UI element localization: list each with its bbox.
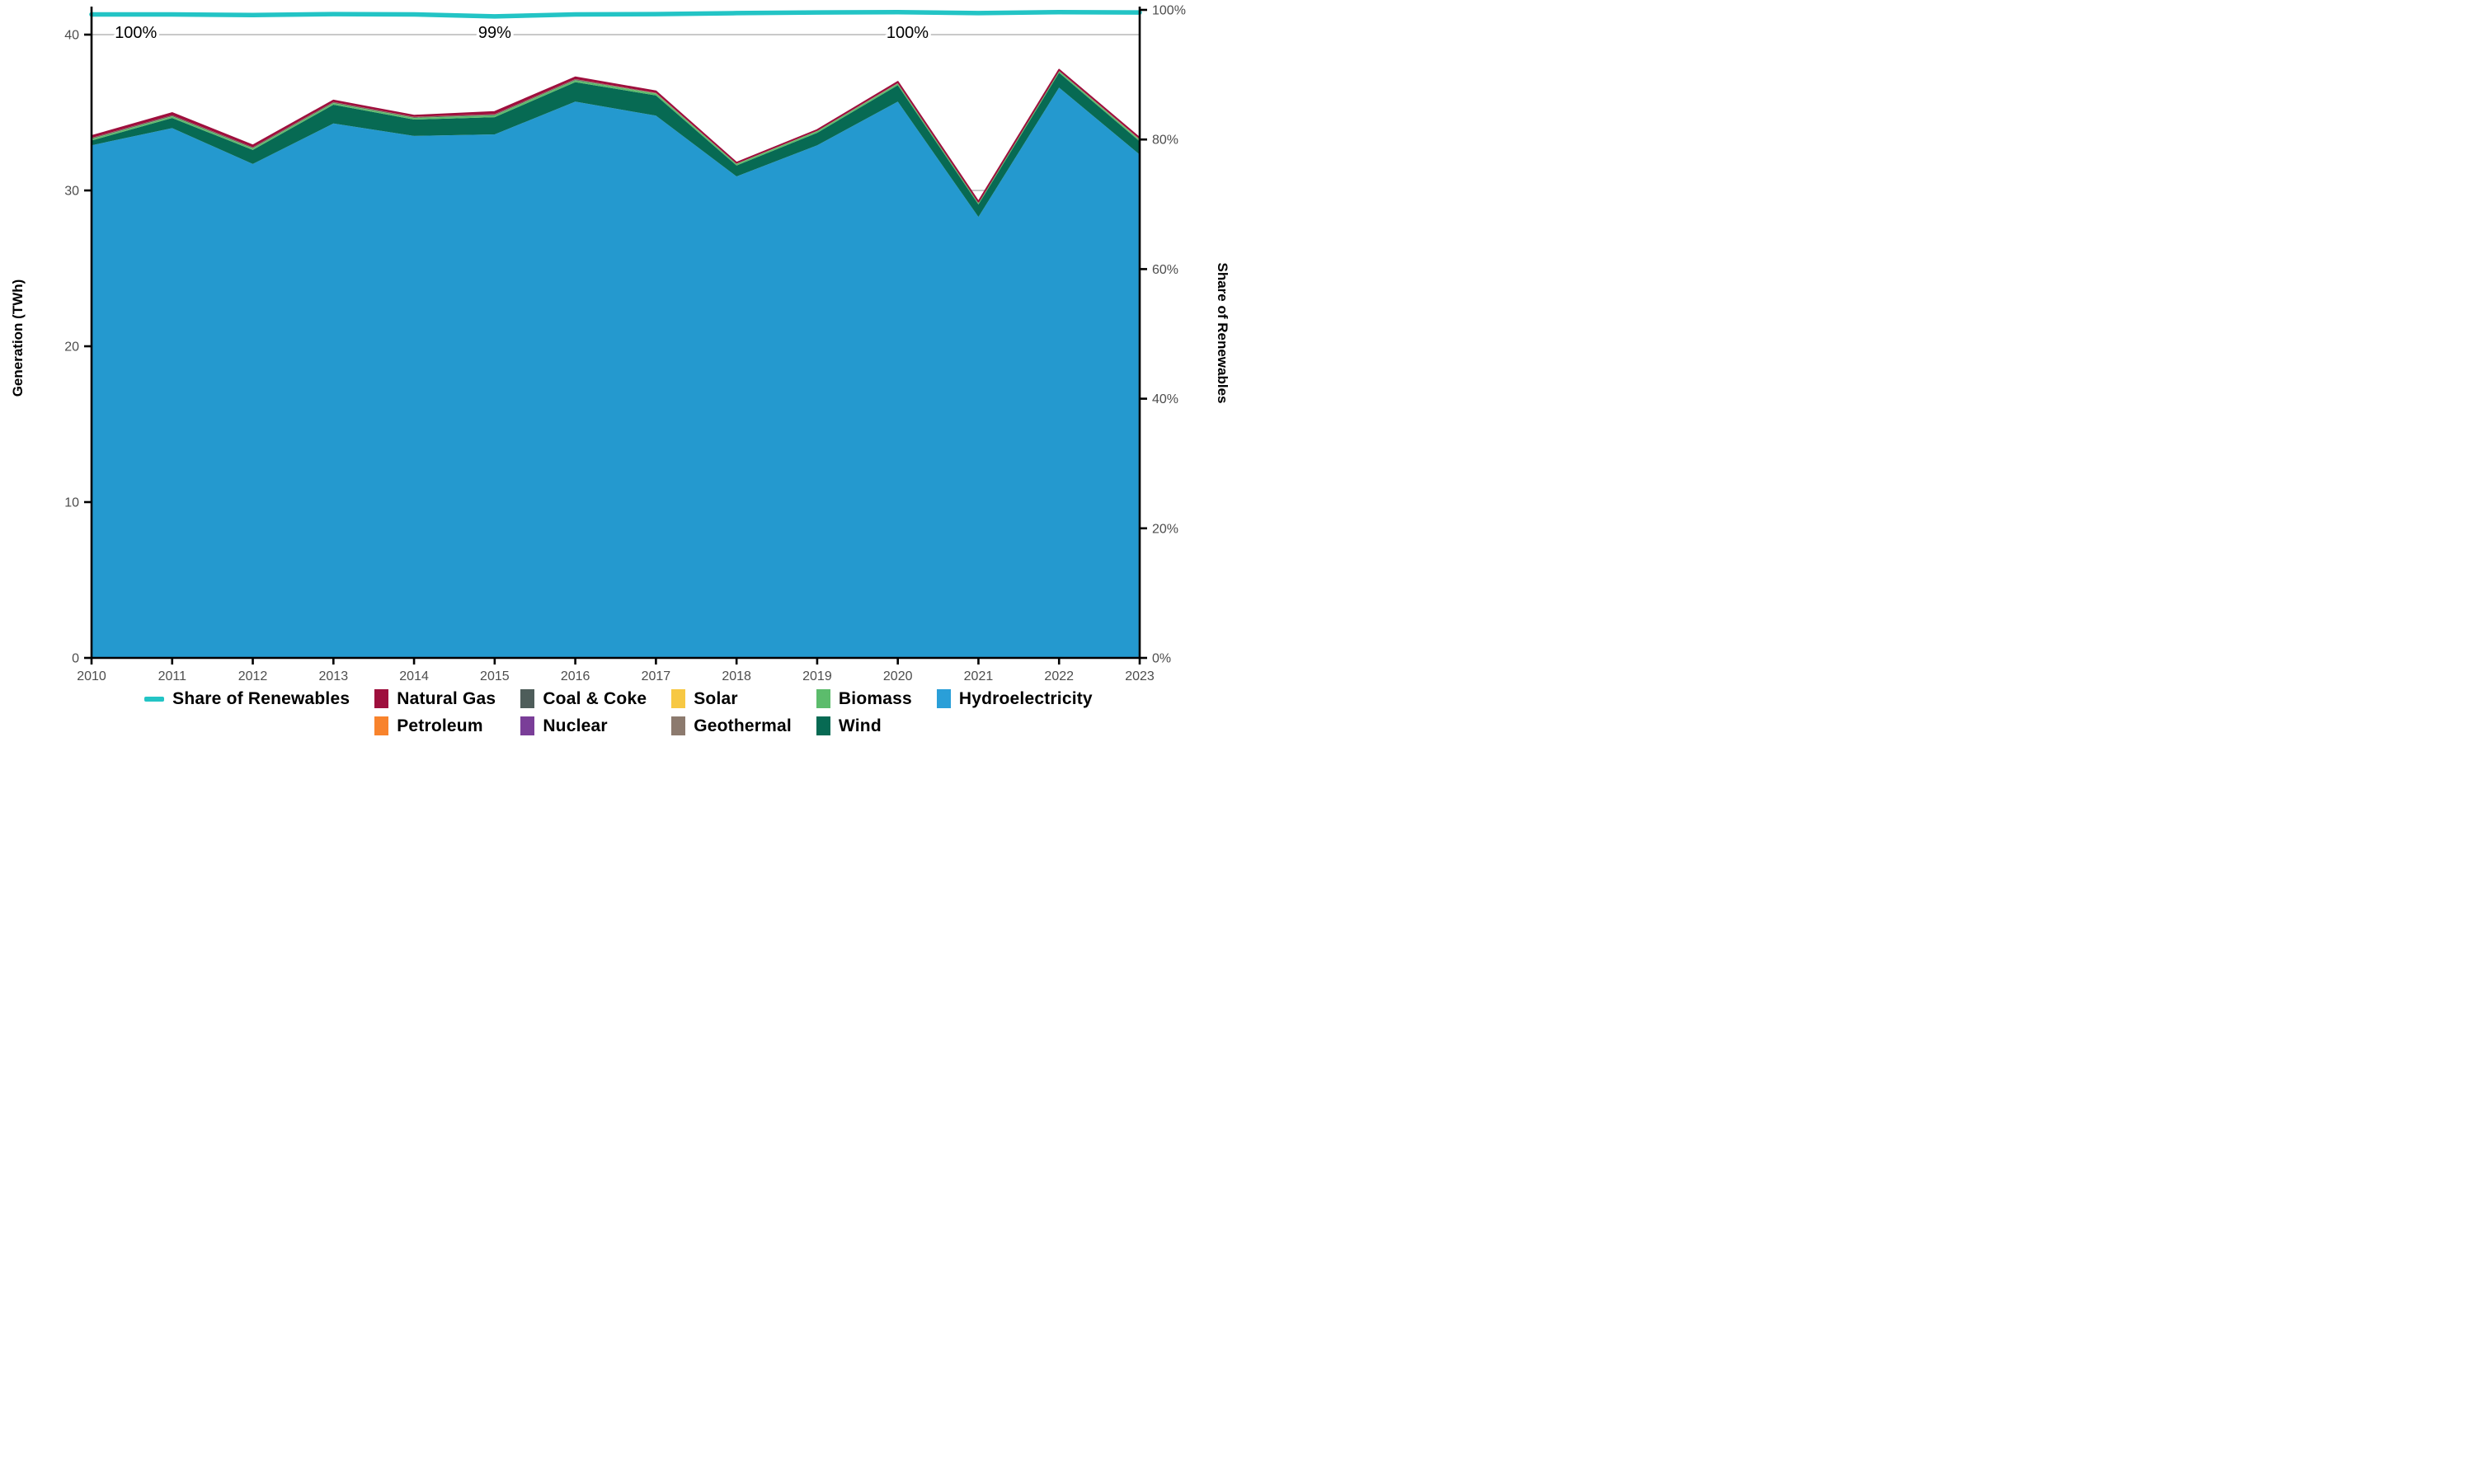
- stack-top-edge: [91, 68, 1141, 203]
- legend-swatch-share-of-renewables-icon: [144, 696, 165, 702]
- x-tick-label-2013: 2013: [319, 669, 349, 683]
- y-left-tick-label-30: 30: [64, 185, 79, 199]
- legend-column-1: Natural Gas Petroleum: [374, 688, 496, 737]
- annotation-1-99: 99%: [478, 24, 511, 42]
- legend-label-geothermal: Geothermal: [694, 716, 792, 735]
- x-tick-label-2019: 2019: [802, 669, 832, 683]
- chart-legend: Share of Renewables Natural Gas Petroleum C…: [0, 688, 1237, 737]
- legend-label-solar: Solar: [694, 688, 738, 708]
- legend-item-solar: Solar: [671, 688, 792, 710]
- legend-label-natural-gas: Natural Gas: [397, 688, 496, 708]
- legend-swatch-solar-icon: [671, 689, 686, 708]
- legend-label-share-of-renewables: Share of Renewables: [172, 688, 350, 708]
- y-axis-right-title: Share of Renewables: [1215, 262, 1230, 403]
- x-tick-label-2012: 2012: [238, 669, 268, 683]
- generation-area-chart-svg: 0 10 20 30 40 0% 20% 40% 60% 80% 100% 2010 2011 2012 2…: [10, 4, 1230, 684]
- legend-label-biomass: Biomass: [838, 688, 912, 708]
- x-tick-label-2022: 2022: [1044, 669, 1074, 683]
- legend-item-coal-coke: Coal & Coke: [520, 688, 647, 710]
- legend-column-3: Solar Geothermal: [671, 688, 792, 737]
- y-left-tick-label-20: 20: [64, 340, 79, 355]
- legend-item-share-of-renewables: Share of Renewables: [144, 688, 350, 710]
- legend-swatch-coal-coke-icon: [520, 689, 535, 708]
- area-wind: [92, 73, 1140, 218]
- x-tick-label-2015: 2015: [480, 669, 510, 683]
- x-tick-label-2018: 2018: [722, 669, 751, 683]
- legend-label-nuclear: Nuclear: [543, 716, 608, 735]
- legend-item-petroleum: Petroleum: [374, 715, 496, 737]
- y-right-tick-label-0: 0%: [1152, 652, 1171, 666]
- y-axis-left-title: Generation (TWh): [10, 279, 26, 397]
- legend-column-2: Coal & Coke Nuclear: [520, 688, 647, 737]
- legend-item-nuclear: Nuclear: [520, 715, 647, 737]
- legend-item-natural-gas: Natural Gas: [374, 688, 496, 710]
- share-of-renewables-line: [89, 10, 1142, 19]
- legend-label-hydroelectricity: Hydroelectricity: [958, 688, 1093, 708]
- x-tick-label-2010: 2010: [77, 669, 106, 683]
- area-hydroelectricity: [92, 87, 1140, 658]
- x-tick-label-2017: 2017: [642, 669, 671, 683]
- annotation-2-100: 100%: [887, 24, 929, 42]
- legend-item-wind: Wind: [816, 715, 912, 737]
- legend-item-hydroelectricity: Hydroelectricity: [936, 688, 1093, 710]
- legend-swatch-wind-icon: [816, 716, 830, 735]
- y-right-tick-label-20: 20%: [1152, 522, 1178, 536]
- y-right-tick-label-100: 100%: [1152, 4, 1186, 18]
- legend-swatch-geothermal-icon: [671, 716, 686, 735]
- y-right-tick-label-80: 80%: [1152, 134, 1178, 148]
- legend-swatch-nuclear-icon: [520, 716, 535, 735]
- x-tick-label-2011: 2011: [158, 669, 187, 683]
- legend-label-wind: Wind: [838, 716, 882, 735]
- legend-swatch-hydroelectricity-icon: [936, 689, 951, 708]
- annotation-0-100: 100%: [115, 24, 157, 42]
- x-tick-label-2014: 2014: [399, 669, 429, 683]
- legend-label-coal-coke: Coal & Coke: [543, 688, 647, 708]
- legend-swatch-natural-gas-icon: [374, 689, 389, 708]
- legend-column-5: Hydroelectricity: [936, 688, 1093, 710]
- y-left-tick-label-40: 40: [64, 29, 79, 43]
- x-tick-label-2016: 2016: [561, 669, 590, 683]
- legend-item-geothermal: Geothermal: [671, 715, 792, 737]
- legend-column-0: Share of Renewables: [144, 688, 350, 710]
- legend-column-4: Biomass Wind: [816, 688, 912, 737]
- x-tick-label-2023: 2023: [1125, 669, 1155, 683]
- generation-chart: 0 10 20 30 40 0% 20% 40% 60% 80% 100% 2010 2011 2012 2…: [0, 0, 1237, 742]
- legend-swatch-biomass-icon: [816, 689, 830, 708]
- legend-item-biomass: Biomass: [816, 688, 912, 710]
- x-tick-label-2020: 2020: [883, 669, 913, 683]
- x-tick-label-2021: 2021: [964, 669, 994, 683]
- legend-swatch-petroleum-icon: [374, 716, 389, 735]
- y-right-tick-label-40: 40%: [1152, 392, 1178, 406]
- y-left-tick-label-0: 0: [72, 652, 79, 666]
- y-left-tick-label-10: 10: [64, 496, 79, 510]
- legend-label-petroleum: Petroleum: [397, 716, 483, 735]
- y-right-tick-label-60: 60%: [1152, 263, 1178, 277]
